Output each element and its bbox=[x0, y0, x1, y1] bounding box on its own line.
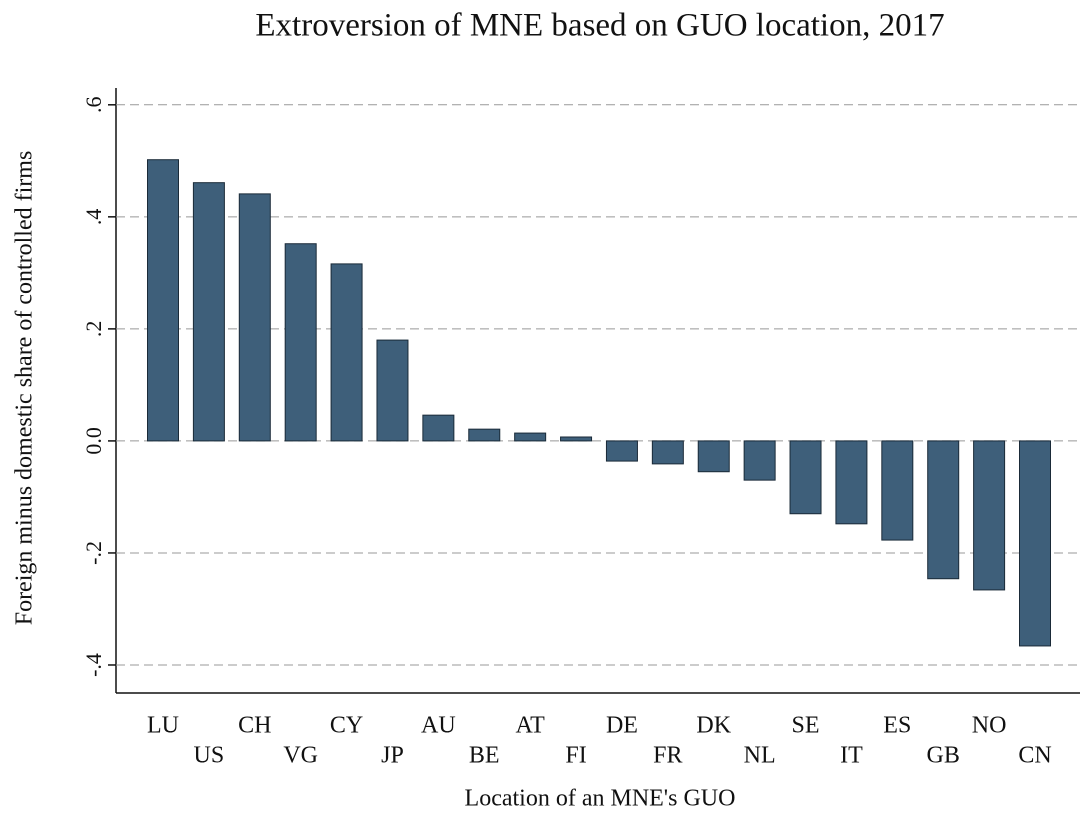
bar bbox=[422, 414, 455, 442]
y-tick-label: -.4 bbox=[81, 653, 106, 677]
x-tick-label: GB bbox=[927, 743, 960, 769]
bar bbox=[881, 440, 914, 541]
x-tick-label: CY bbox=[330, 713, 363, 739]
x-tick-label: FR bbox=[653, 743, 682, 769]
x-tick-label: SE bbox=[792, 713, 820, 739]
bar bbox=[1019, 440, 1051, 647]
chart-title: Extroversion of MNE based on GUO locatio… bbox=[255, 8, 944, 44]
bar bbox=[835, 440, 868, 525]
bar bbox=[284, 243, 317, 442]
bar bbox=[238, 193, 271, 442]
x-tick-label: NO bbox=[972, 713, 1007, 739]
x-tick-label: AT bbox=[515, 713, 545, 739]
x-tick-label: BE bbox=[469, 743, 500, 769]
x-tick-label: CH bbox=[238, 713, 271, 739]
x-tick-label: NL bbox=[744, 743, 776, 769]
bar bbox=[468, 428, 501, 442]
x-tick-label: IT bbox=[840, 743, 863, 769]
x-tick-label: ES bbox=[883, 713, 911, 739]
bar bbox=[376, 339, 409, 442]
x-tick-label: FI bbox=[565, 743, 586, 769]
bar bbox=[651, 440, 684, 465]
y-tick-label: -.2 bbox=[81, 541, 106, 565]
bar bbox=[789, 440, 822, 515]
x-tick-label: LU bbox=[147, 713, 179, 739]
x-tick-label: DK bbox=[696, 713, 731, 739]
bar bbox=[927, 440, 960, 580]
x-axis-label: Location of an MNE's GUO bbox=[465, 786, 736, 812]
bar bbox=[743, 440, 776, 481]
x-tick-label: DE bbox=[606, 713, 638, 739]
x-tick-label: VG bbox=[283, 743, 318, 769]
y-tick-label: .4 bbox=[81, 209, 106, 226]
bar bbox=[147, 159, 179, 442]
y-tick-label: .2 bbox=[81, 321, 106, 338]
x-tick-label: AU bbox=[421, 713, 456, 739]
bar bbox=[697, 440, 730, 473]
y-axis-label: Foreign minus domestic share of controll… bbox=[12, 151, 38, 626]
bar bbox=[973, 440, 1006, 591]
x-tick-label: JP bbox=[381, 743, 404, 769]
bar bbox=[514, 432, 547, 442]
bar bbox=[330, 263, 363, 442]
x-tick-label: CN bbox=[1018, 743, 1051, 769]
bar bbox=[605, 440, 638, 462]
bar bbox=[560, 436, 593, 442]
y-tick-label: .6 bbox=[81, 97, 106, 114]
bar bbox=[192, 182, 225, 442]
y-tick-label: 0.0 bbox=[81, 427, 106, 455]
x-tick-label: US bbox=[194, 743, 225, 769]
